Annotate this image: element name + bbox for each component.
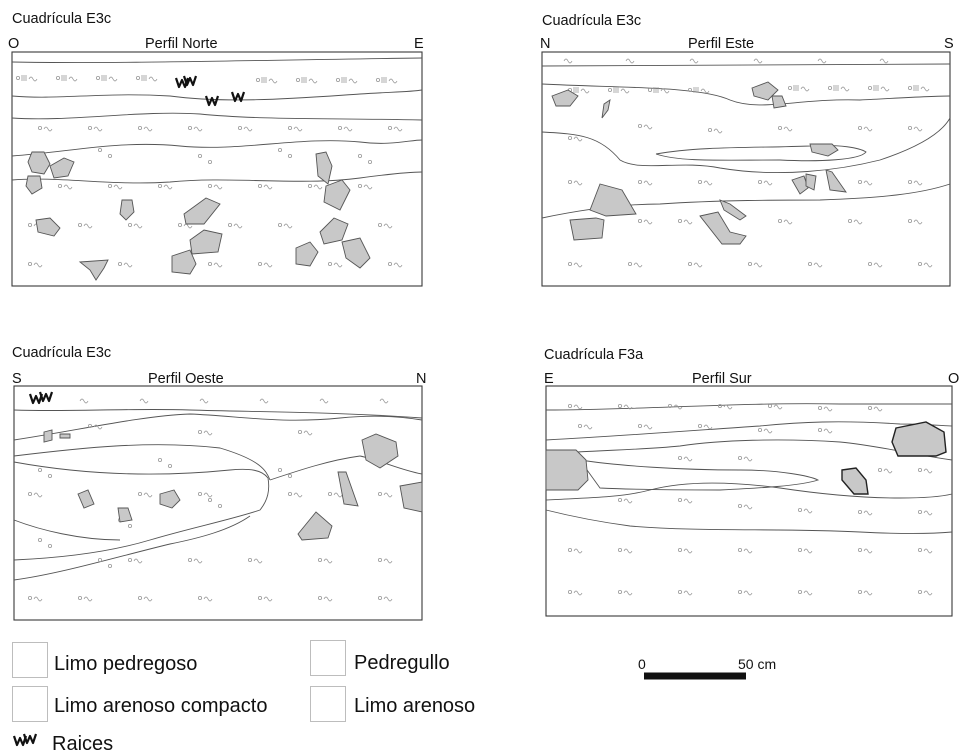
stones-sur <box>545 421 947 495</box>
panel-oeste-title: Perfil Oeste <box>148 371 224 387</box>
panel-oeste-right-dir: N <box>416 371 427 387</box>
pattern-compacto-norte <box>15 74 398 84</box>
pattern-pedre-norte <box>98 147 373 165</box>
legend-box-limo-pedregoso <box>12 642 48 678</box>
profile-este-frame <box>541 51 951 287</box>
panel-sur-right-dir: O <box>948 371 960 387</box>
panel-sur-left-dir: E <box>544 371 554 387</box>
roots-norte <box>174 74 246 107</box>
profile-este <box>541 51 951 287</box>
panel-sur-grid: Cuadrícula F3a <box>544 347 644 363</box>
pattern-limo-este <box>563 58 933 268</box>
profile-norte <box>11 51 423 287</box>
pattern-compacto-este <box>568 84 930 94</box>
stones-norte <box>25 151 371 281</box>
panel-sur-title: Perfil Sur <box>692 371 752 387</box>
legend-label-limo-arenoso: Limo arenoso <box>354 695 476 717</box>
legend-box-limo-arenoso <box>310 686 346 722</box>
panel-norte-title: Perfil Norte <box>145 36 218 52</box>
stones-este <box>551 81 847 245</box>
legend-label-raices: Raices <box>52 733 114 755</box>
panel-norte-right-dir: E <box>414 36 424 52</box>
profile-oeste <box>13 385 423 621</box>
legend-label-limo-arenoso-compacto: Limo arenoso compacto <box>54 695 268 717</box>
panel-norte-left-dir: O <box>8 36 20 52</box>
profile-sur <box>545 385 953 617</box>
scale-end-label: 50 cm <box>738 656 777 672</box>
scale-start-label: 0 <box>638 656 646 672</box>
panel-oeste-left-dir: S <box>12 371 22 387</box>
profile-sur-frame <box>545 385 953 617</box>
panel-norte-grid: Cuadrícula E3c <box>12 11 112 27</box>
panel-este-right-dir: S <box>944 36 954 52</box>
panel-oeste-grid: Cuadrícula E3c <box>12 345 112 361</box>
legend-box-limo-arenoso-compacto <box>12 686 48 722</box>
panel-este-grid: Cuadrícula E3c <box>542 13 642 29</box>
legend-box-pedregullo <box>310 640 346 676</box>
profile-norte-frame <box>11 51 423 287</box>
panel-este-left-dir: N <box>540 36 551 52</box>
panel-este-title: Perfil Este <box>688 36 755 52</box>
pattern-sur <box>568 403 933 596</box>
roots-oeste <box>28 390 54 405</box>
legend-label-limo-pedregoso: Limo pedregoso <box>54 653 198 675</box>
stones-oeste <box>43 429 423 541</box>
profile-oeste-frame <box>13 385 423 621</box>
legend-label-pedregullo: Pedregullo <box>354 652 450 674</box>
legend-raices-swatch <box>12 732 38 747</box>
